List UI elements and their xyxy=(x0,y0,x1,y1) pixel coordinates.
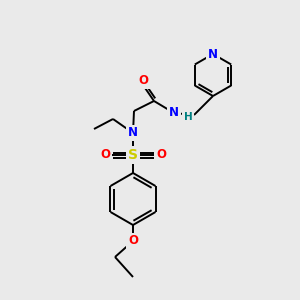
Text: N: N xyxy=(208,47,218,61)
Text: H: H xyxy=(184,112,192,122)
Text: S: S xyxy=(128,148,138,162)
Text: N: N xyxy=(128,127,138,140)
Text: N: N xyxy=(169,106,179,119)
Text: O: O xyxy=(156,148,166,161)
Text: O: O xyxy=(100,148,110,161)
Text: O: O xyxy=(128,235,138,248)
Text: O: O xyxy=(138,74,148,88)
